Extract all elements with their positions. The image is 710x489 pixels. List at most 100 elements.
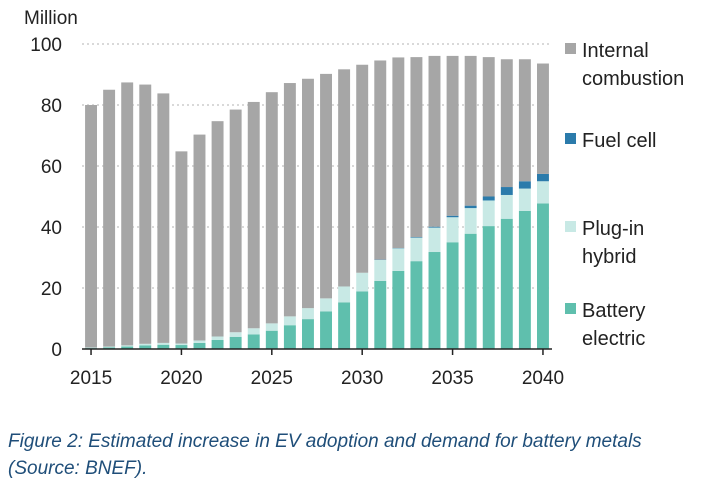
bar-segment-battery-electric-2024	[247, 334, 260, 349]
bar-segment-plug-in-hybrid-2036	[464, 208, 477, 234]
bar-segment-plug-in-hybrid-2037	[482, 200, 495, 227]
legend-item-battery-electric: Battery electric	[565, 300, 645, 350]
bar-segment-internal-combustion-2031	[374, 60, 387, 260]
bar-segment-internal-combustion-2015	[85, 105, 97, 348]
bar-segment-internal-combustion-2016	[103, 89, 116, 347]
y-tick-label: 0	[51, 340, 62, 361]
bar-segment-battery-electric-2039	[518, 210, 531, 349]
y-tick-label: 60	[41, 157, 62, 178]
legend-label: Plug-in	[582, 218, 644, 240]
y-tick-label: 80	[41, 96, 62, 117]
bar-segment-fuel-cell-2034	[428, 226, 441, 228]
bar-segment-battery-electric-2019	[157, 344, 170, 349]
bar-segment-plug-in-hybrid-2040	[537, 181, 549, 204]
bar-segment-internal-combustion-2037	[482, 57, 495, 197]
bar-segment-internal-combustion-2019	[157, 93, 170, 343]
bar-segment-internal-combustion-2021	[193, 134, 206, 341]
legend-item-internal-combustion: Internal combustion	[565, 40, 684, 90]
gridlines	[82, 43, 552, 289]
chart-area: 2015 2020 2025 2030 2035 2040 0 2040 60 80 100 Mi…	[24, 8, 684, 389]
bar-segment-internal-combustion-2035	[446, 55, 459, 216]
legend-label: Battery	[582, 300, 645, 322]
bar-segment-battery-electric-2023	[229, 336, 242, 349]
bar-segment-battery-electric-2016	[103, 347, 116, 349]
bar-segment-battery-electric-2017	[121, 346, 134, 349]
x-tick-label: 2015	[70, 368, 112, 389]
legend-label: Internal	[582, 40, 649, 62]
bar-segment-plug-in-hybrid-2030	[356, 272, 369, 292]
bar-segment-plug-in-hybrid-2021	[193, 340, 206, 343]
bar-segment-internal-combustion-2036	[464, 55, 477, 206]
bar-segment-internal-combustion-2023	[229, 109, 242, 333]
bar-segment-battery-electric-2034	[428, 252, 441, 349]
y-tick-label: 100	[30, 35, 62, 56]
bar-segment-battery-electric-2030	[356, 291, 369, 349]
bar-segment-plug-in-hybrid-2032	[392, 248, 405, 271]
bar-segment-internal-combustion-2038	[500, 59, 513, 188]
legend-swatch	[565, 303, 576, 314]
bar-segment-internal-combustion-2017	[121, 82, 134, 346]
bar-segment-battery-electric-2037	[482, 226, 495, 349]
bar-segment-battery-electric-2022	[211, 339, 224, 349]
bar-segment-plug-in-hybrid-2031	[374, 259, 387, 281]
bar-segment-battery-electric-2033	[410, 261, 423, 349]
bar-segment-fuel-cell-2037	[482, 196, 495, 201]
bar-segment-internal-combustion-2029	[338, 69, 351, 287]
bar-segment-plug-in-hybrid-2024	[247, 328, 260, 335]
bar-segment-plug-in-hybrid-2016	[103, 346, 116, 348]
bar-segment-fuel-cell-2039	[518, 181, 531, 189]
bar-segment-internal-combustion-2027	[302, 78, 314, 309]
bar-segment-internal-combustion-2024	[247, 101, 260, 329]
bar-segment-battery-electric-2035	[446, 242, 459, 349]
x-axis-ticks: 2015 2020 2025 2030 2035 2040	[70, 349, 564, 389]
legend-label: Fuel cell	[582, 130, 656, 152]
legend-swatch	[565, 133, 576, 144]
bar-segment-internal-combustion-2025	[265, 92, 278, 324]
bar-segment-internal-combustion-2022	[211, 121, 224, 337]
bar-segment-battery-electric-2027	[302, 319, 314, 349]
bar-segment-internal-combustion-2020	[175, 151, 188, 344]
legend-swatch	[565, 221, 576, 232]
bar-segment-plug-in-hybrid-2019	[157, 342, 170, 345]
legend: Internal combustion Fuel cell Plug-in hybrid…	[565, 40, 684, 350]
figure-caption: Figure 2: Estimated increase in EV adopt…	[8, 431, 642, 479]
bar-segment-battery-electric-2018	[139, 345, 152, 349]
bar-segment-plug-in-hybrid-2026	[283, 316, 296, 326]
bar-segment-plug-in-hybrid-2015	[85, 347, 97, 349]
bar-segment-plug-in-hybrid-2029	[338, 286, 351, 303]
bar-segment-plug-in-hybrid-2034	[428, 227, 441, 253]
bar-segment-plug-in-hybrid-2039	[518, 188, 531, 211]
bar-segment-battery-electric-2021	[193, 342, 206, 349]
bar-segment-internal-combustion-2034	[428, 55, 441, 227]
y-tick-label: 20	[41, 279, 62, 300]
legend-item-plug-in-hybrid: Plug-in hybrid	[565, 218, 644, 268]
bar-segment-internal-combustion-2028	[320, 73, 332, 299]
bar-segment-fuel-cell-2036	[464, 205, 477, 209]
x-tick-label: 2020	[160, 368, 202, 389]
bar-segment-plug-in-hybrid-2028	[320, 298, 332, 312]
bar-segment-battery-electric-2038	[500, 218, 513, 349]
bar-segment-internal-combustion-2033	[410, 57, 423, 238]
bar-segment-internal-combustion-2040	[537, 63, 549, 174]
bar-segment-plug-in-hybrid-2023	[229, 332, 242, 337]
legend-label: electric	[582, 328, 645, 350]
bar-segment-plug-in-hybrid-2020	[175, 343, 188, 346]
x-tick-label: 2025	[251, 368, 293, 389]
y-axis-unit-label: Million	[24, 8, 78, 29]
bar-segment-plug-in-hybrid-2035	[446, 217, 459, 243]
x-tick-label: 2040	[522, 368, 564, 389]
bar-segment-battery-electric-2026	[283, 325, 296, 349]
bar-segment-fuel-cell-2038	[500, 187, 513, 195]
bar-segment-internal-combustion-2030	[356, 64, 369, 273]
bar-segment-plug-in-hybrid-2033	[410, 237, 423, 262]
bar-segment-plug-in-hybrid-2017	[121, 345, 134, 347]
bar-segment-plug-in-hybrid-2027	[302, 308, 314, 320]
bar-segment-battery-electric-2031	[374, 280, 387, 349]
legend-label: combustion	[582, 68, 684, 90]
bar-segment-battery-electric-2032	[392, 270, 405, 349]
bar-segment-plug-in-hybrid-2022	[211, 336, 224, 340]
x-tick-label: 2030	[341, 368, 383, 389]
bar-segment-battery-electric-2020	[175, 345, 188, 349]
legend-label: hybrid	[582, 246, 636, 268]
x-tick-label: 2035	[431, 368, 473, 389]
